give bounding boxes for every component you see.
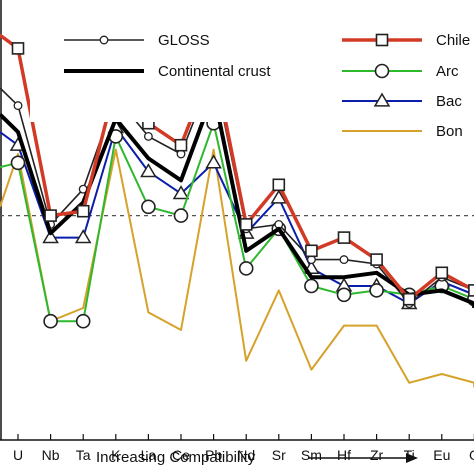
legend-entry-gloss: GLOSS	[64, 32, 210, 49]
x-tick-label: Sr	[272, 447, 286, 463]
data-point	[239, 218, 253, 231]
series-bon	[0, 148, 474, 388]
data-point	[99, 35, 109, 45]
x-tick-label: Nd	[237, 447, 255, 463]
data-point	[369, 283, 384, 298]
legend-label: Chile	[436, 32, 470, 49]
legend-entry-chile: Chile	[342, 32, 470, 49]
legend-label: GLOSS	[158, 32, 210, 49]
data-point	[11, 42, 25, 55]
series-continental-crust	[0, 90, 474, 308]
data-point	[143, 131, 153, 141]
data-point	[370, 253, 383, 266]
legend-entry-bon: Bon	[342, 123, 463, 140]
legend-entry-arc: Arc	[342, 63, 459, 80]
x-axis-label: Increasing Compatibility	[96, 449, 256, 466]
data-point	[373, 92, 391, 107]
data-point	[42, 229, 59, 244]
data-point	[270, 189, 288, 204]
data-point	[43, 313, 58, 329]
legend-entry-continental-crust: Continental crust	[64, 63, 271, 80]
x-tick-label: Pb	[205, 447, 222, 463]
legend-label: Arc	[436, 63, 459, 80]
data-point	[272, 178, 286, 192]
x-tick-label: Sm	[301, 447, 322, 463]
data-point	[13, 101, 23, 111]
data-point	[305, 244, 318, 258]
x-tick-label: Hf	[337, 447, 351, 463]
legend-label: Continental crust	[158, 63, 271, 80]
x-tick-label: Ce	[172, 447, 190, 463]
x-tick-label: Nb	[42, 447, 60, 463]
x-tick-label: U	[13, 447, 23, 463]
data-point	[468, 284, 474, 297]
legend: GLOSS Continental crust Chile Arc Bac Bon	[30, 4, 474, 140]
data-point	[74, 229, 92, 244]
data-point	[75, 313, 91, 329]
data-point	[435, 266, 449, 280]
data-point	[44, 209, 57, 222]
series-line	[0, 90, 474, 308]
x-tick-label: La	[141, 447, 157, 463]
series-layer	[0, 33, 474, 388]
legend-label: Bon	[436, 123, 463, 140]
data-point	[304, 278, 319, 294]
data-point	[10, 155, 26, 171]
data-point	[173, 208, 189, 223]
data-point	[375, 33, 389, 47]
data-point	[140, 163, 157, 178]
data-point	[336, 287, 352, 303]
data-point	[337, 231, 351, 244]
x-tick-label: Ta	[76, 447, 91, 463]
legend-background	[30, 4, 474, 122]
x-tick-label: Zr	[370, 447, 384, 463]
data-point	[172, 185, 190, 200]
x-axis-arrow	[308, 453, 418, 463]
legend-label: Bac	[436, 93, 462, 110]
plot-frame	[0, 0, 474, 441]
x-tick-labels: UNbTaKLaCePbNdSrSmHfZrTiEuG	[13, 447, 474, 463]
arrow-head	[406, 453, 418, 463]
data-point	[141, 199, 156, 215]
data-point	[238, 261, 254, 276]
x-tick-label: G	[469, 447, 474, 463]
data-point	[374, 63, 390, 79]
series-line	[0, 148, 474, 388]
data-point	[339, 255, 349, 265]
legend-entry-bac: Bac	[342, 92, 462, 110]
data-point	[205, 154, 222, 169]
data-point	[402, 292, 416, 306]
x-tick-label: Eu	[433, 447, 450, 463]
data-point	[76, 204, 90, 218]
x-tick-label: K	[111, 447, 121, 463]
data-point	[174, 138, 188, 152]
